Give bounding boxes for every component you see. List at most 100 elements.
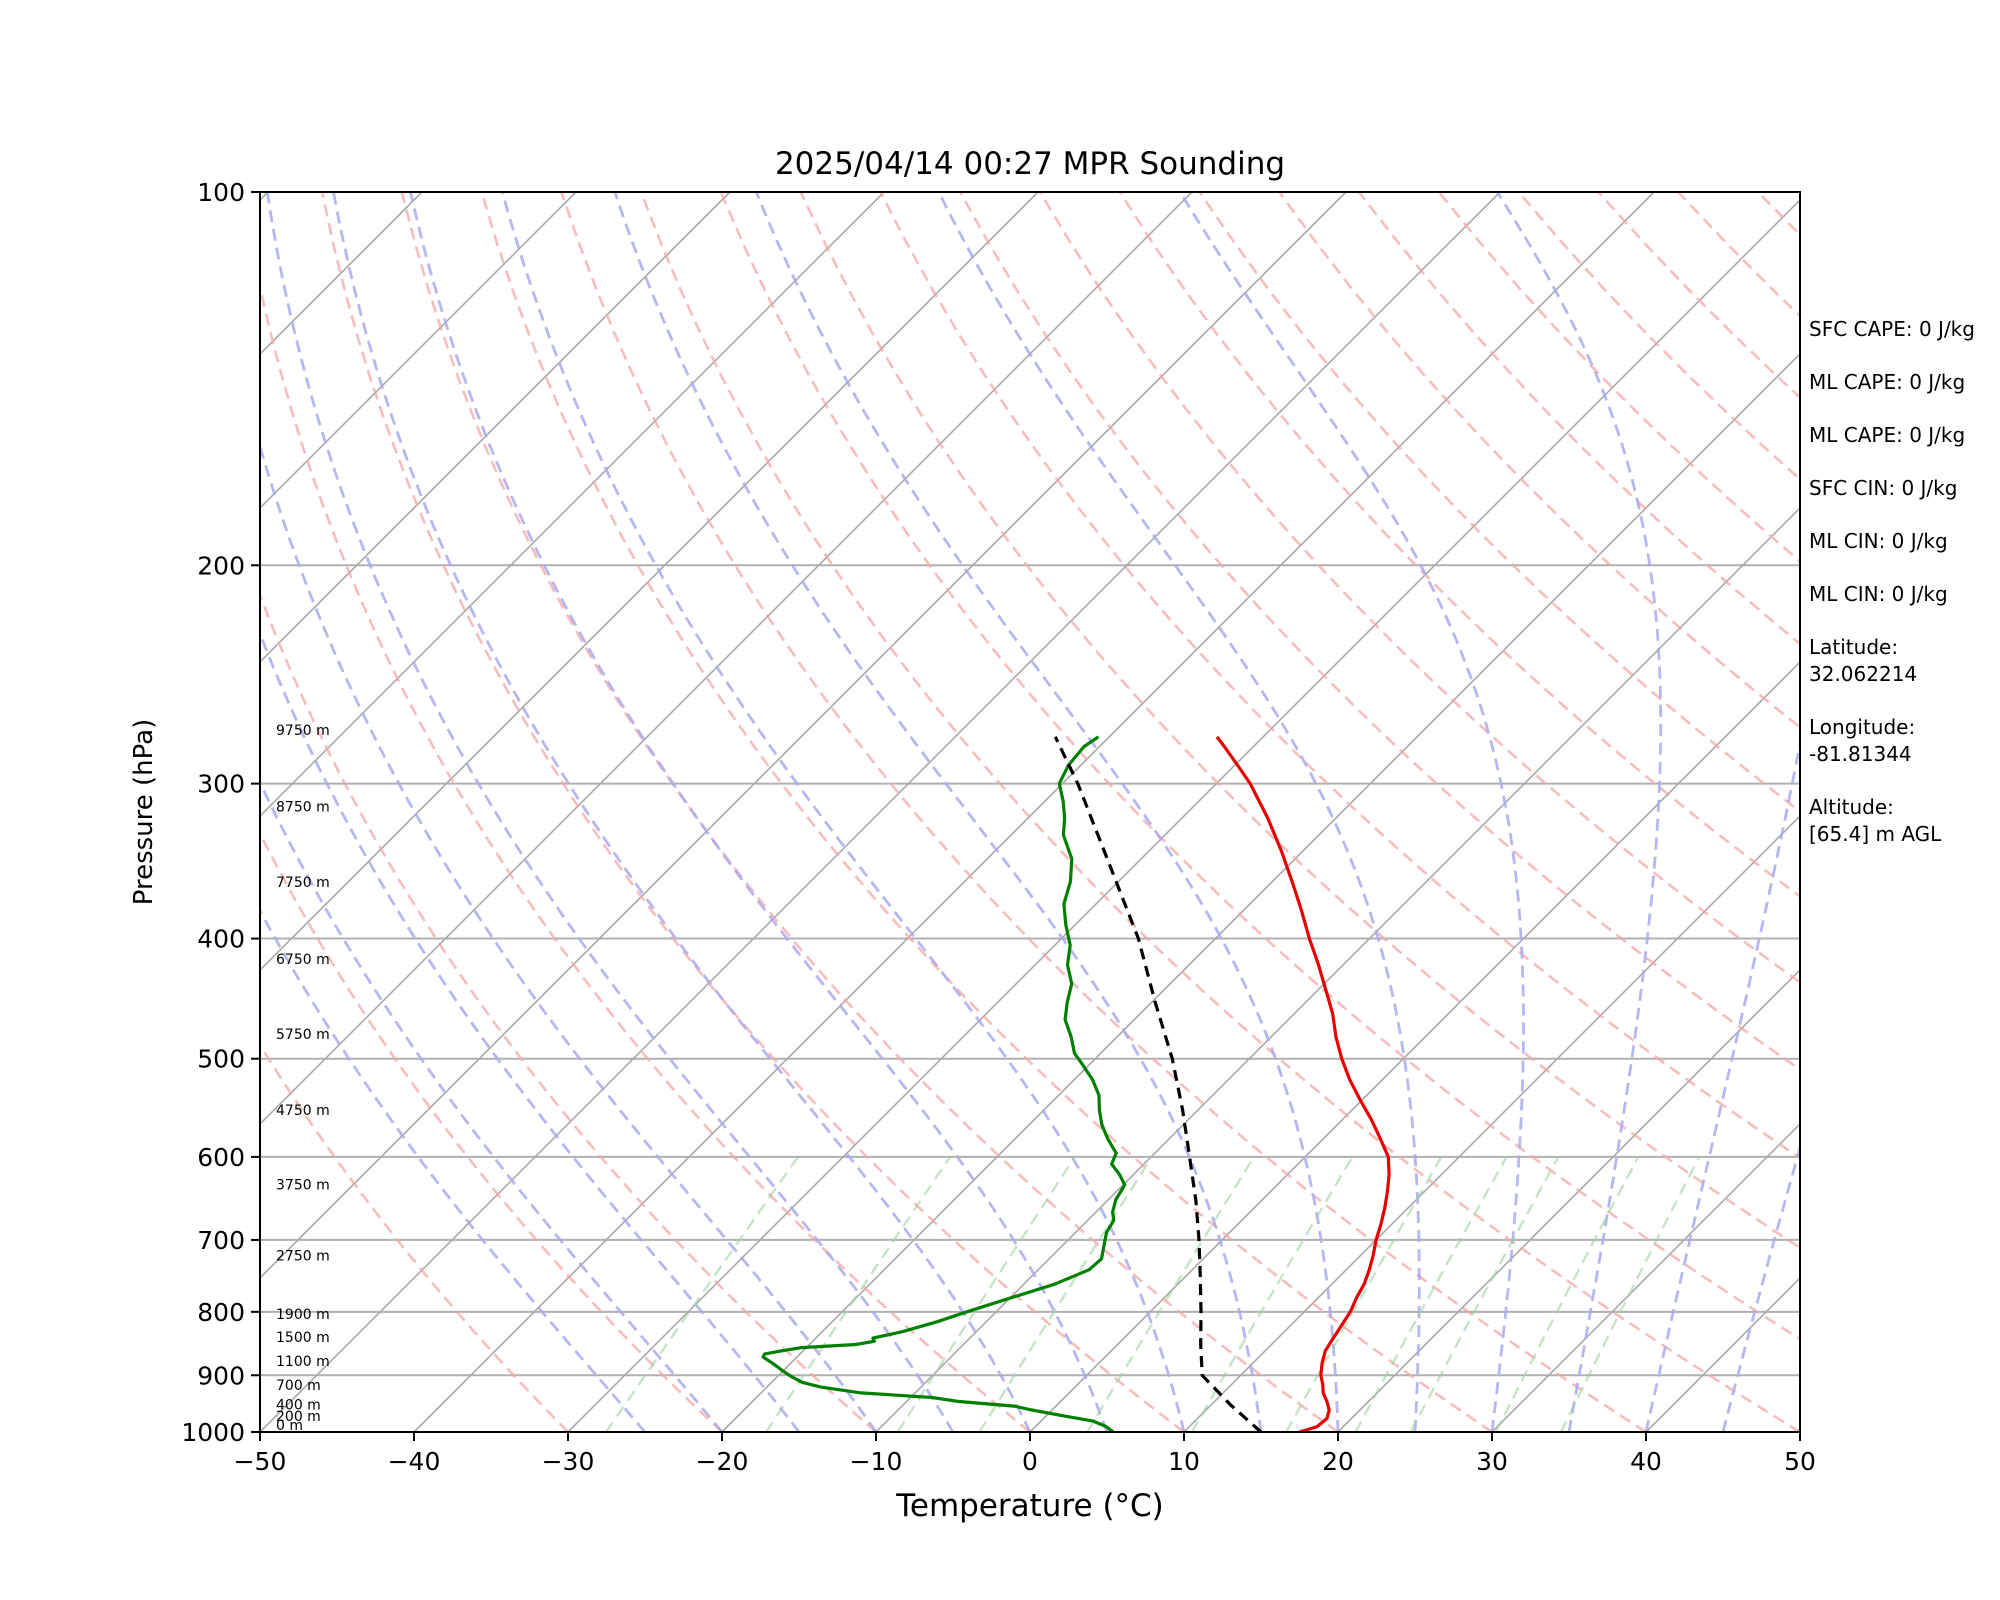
y-tick-label: 1000 xyxy=(181,1418,245,1447)
longitude-value: -81.81344 xyxy=(1809,742,1912,766)
isotherm-line xyxy=(875,506,1800,1432)
mixing-ratio-line xyxy=(978,1156,1153,1432)
parcel-line xyxy=(1053,736,1263,1432)
ml-cape-text: ML CAPE: 0 J/kg xyxy=(1809,370,1966,394)
height-label: 4750 m xyxy=(276,1103,330,1119)
dry-adiabat-line xyxy=(320,192,1185,1432)
isotherm-line xyxy=(1029,660,1800,1432)
height-label: 2750 m xyxy=(276,1249,330,1265)
height-label: 3750 m xyxy=(276,1178,330,1194)
x-tick-label: 40 xyxy=(1630,1447,1662,1476)
mixing-ratio-line xyxy=(1285,1156,1443,1432)
ml-cin-text-2: ML CIN: 0 J/kg xyxy=(1809,582,1948,606)
dry-adiabat-line xyxy=(1278,192,1800,729)
dry-adiabat-line xyxy=(879,192,1800,1160)
latitude-value: 32.062214 xyxy=(1809,662,1918,686)
x-axis: −50 −40 −30 −20 −10 0 10 20 30 40 50 xyxy=(234,1432,1816,1476)
altitude-label: Altitude: xyxy=(1809,795,1894,819)
mixing-ratio-line xyxy=(1559,1156,1701,1432)
mixing-ratio-line xyxy=(1086,1156,1255,1432)
sfc-cape-text: SFC CAPE: 0 J/kg xyxy=(1809,317,1975,341)
y-tick-label: 800 xyxy=(197,1298,245,1327)
isotherm-line xyxy=(260,192,1501,1432)
isotherm-line xyxy=(1491,1122,1800,1432)
moist-adiabat-line xyxy=(265,192,955,1432)
altitude-block: Altitude: [65.4] m AGL xyxy=(1809,794,1999,848)
latitude-label: Latitude: xyxy=(1809,635,1899,659)
sfc-cin-text: SFC CIN: 0 J/kg xyxy=(1809,476,1958,500)
moist-adiabat-line xyxy=(1644,736,1800,1432)
moist-adiabat-line xyxy=(409,192,1109,1432)
height-label: 1100 m xyxy=(276,1354,330,1370)
dry-adiabat-line xyxy=(260,280,1031,1432)
height-label: 7750 m xyxy=(276,875,330,891)
isotherm-line xyxy=(1337,968,1800,1432)
x-tick-label: −10 xyxy=(850,1447,903,1476)
y-tick-label: 200 xyxy=(197,551,245,580)
y-axis-label: Pressure (hPa) xyxy=(129,719,159,906)
moist-adiabat-line xyxy=(260,779,724,1432)
chart-title: 2025/04/14 00:27 MPR Sounding xyxy=(775,146,1285,182)
dry-adiabat-line xyxy=(560,192,1647,1432)
x-tick-label: 50 xyxy=(1784,1447,1816,1476)
isotherm-line xyxy=(1183,814,1800,1432)
y-tick-label: 300 xyxy=(197,770,245,799)
height-label: 1900 m xyxy=(276,1307,330,1323)
dry-adiabat-line xyxy=(480,192,1493,1432)
longitude-label: Longitude: xyxy=(1809,715,1916,739)
x-tick-label: −30 xyxy=(542,1447,595,1476)
height-label: 5750 m xyxy=(276,1027,330,1043)
isotherm-line xyxy=(413,192,1655,1432)
isotherm-line xyxy=(260,192,1039,972)
dry-adiabat-line xyxy=(799,192,1800,1250)
mixing-ratio-line xyxy=(1409,1156,1560,1432)
mixing-ratio-line xyxy=(1190,1156,1354,1432)
moist-adiabat-line xyxy=(937,192,1421,1432)
height-label: 400 m xyxy=(276,1398,321,1414)
isotherm-line xyxy=(260,192,885,818)
x-tick-label: 20 xyxy=(1322,1447,1354,1476)
dry-adiabat-line xyxy=(959,192,1800,1072)
isotherm-line xyxy=(567,198,1800,1432)
height-label: 200 m xyxy=(276,1409,321,1425)
moist-adiabat-line xyxy=(1178,192,1525,1432)
height-label: 0 m xyxy=(276,1418,303,1434)
ml-cin-text: ML CIN: 0 J/kg xyxy=(1809,529,1948,553)
mixing-ratio-line xyxy=(896,1156,1076,1432)
mixing-ratio-line xyxy=(1354,1156,1508,1432)
moist-adiabat-line xyxy=(755,192,1340,1432)
altitude-value: [65.4] m AGL xyxy=(1809,822,1942,846)
mixing-ratio-line xyxy=(605,1156,799,1432)
latitude-block: Latitude: 32.062214 xyxy=(1809,634,1999,688)
mixing-ratio-line xyxy=(1494,1156,1640,1432)
y-axis: 1000 900 800 700 600 500 400 300 200 100 xyxy=(181,178,260,1447)
dry-adiabat-line xyxy=(719,192,1800,1341)
y-tick-label: 600 xyxy=(197,1143,245,1172)
y-tick-label: 500 xyxy=(197,1045,245,1074)
height-label: 6750 m xyxy=(276,952,330,968)
isotherm-line xyxy=(260,192,577,510)
x-tick-label: 0 xyxy=(1022,1447,1038,1476)
x-tick-label: −50 xyxy=(234,1447,287,1476)
moist-adiabat-line xyxy=(1496,192,1663,1432)
background-lines xyxy=(0,192,1800,1432)
x-axis-label: Temperature (°C) xyxy=(895,1488,1164,1524)
ml-cape-text-2: ML CAPE: 0 J/kg xyxy=(1809,423,1966,447)
dry-adiabat-line xyxy=(400,192,1339,1432)
moist-adiabat-line xyxy=(500,192,1186,1432)
height-label: 9750 m xyxy=(276,723,330,739)
dry-adiabat-line xyxy=(260,830,723,1432)
isotherm-line xyxy=(260,192,731,664)
isotherm-line xyxy=(0,192,114,1432)
plot-frame xyxy=(259,191,1801,1433)
height-label: 8750 m xyxy=(276,799,330,815)
y-tick-label: 900 xyxy=(197,1361,245,1390)
moist-adiabat-line xyxy=(260,907,647,1432)
x-tick-label: 30 xyxy=(1476,1447,1508,1476)
dry-adiabat-line xyxy=(260,1042,569,1432)
height-label: 700 m xyxy=(276,1378,321,1394)
isotherm-line xyxy=(721,352,1800,1432)
height-label: 1500 m xyxy=(276,1330,330,1346)
